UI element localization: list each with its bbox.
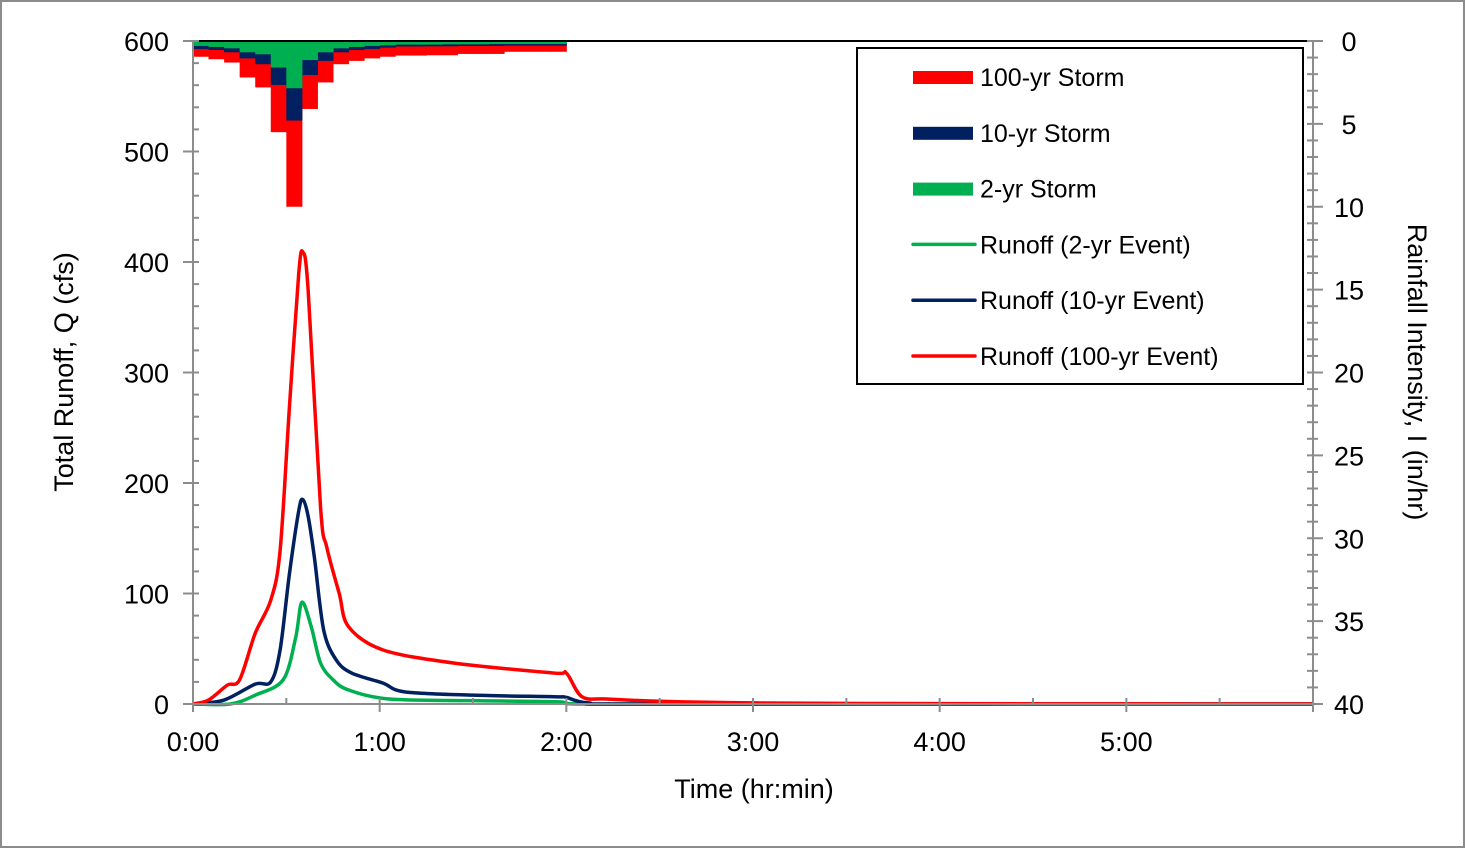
rain-bar-100-yr-storm xyxy=(519,41,536,52)
legend-label: 2-yr Storm xyxy=(980,176,1097,204)
y-tick-label: 200 xyxy=(124,469,169,499)
legend-label: 10-yr Storm xyxy=(980,120,1111,148)
y2-tick-label: 15 xyxy=(1334,276,1364,306)
rain-bar-100-yr-storm xyxy=(550,41,567,52)
rain-bar-2-yr-storm xyxy=(286,41,303,89)
axes: 0 100 200 300 400 500 600 0 5 10 15 20 25 30 35 40 0:00 1… xyxy=(124,27,1364,757)
legend-box xyxy=(856,47,1304,385)
y2-tick-label: 10 xyxy=(1334,193,1364,223)
y2-tick-label: 35 xyxy=(1334,607,1364,637)
legend-label: Runoff (10-yr Event) xyxy=(980,287,1205,315)
rain-bar-2-yr-storm xyxy=(395,41,412,45)
y2-tick-label: 30 xyxy=(1334,524,1364,554)
y-tick-label: 100 xyxy=(124,580,169,610)
rain-bar-2-yr-storm xyxy=(239,41,256,53)
rain-bar-2-yr-storm xyxy=(488,41,505,44)
x-tick-label: 0:00 xyxy=(167,727,220,757)
rain-bar-2-yr-storm xyxy=(193,41,210,46)
rain-bar-2-yr-storm xyxy=(301,41,318,61)
rain-bar-100-yr-storm xyxy=(504,41,521,52)
x-tick-label: 4:00 xyxy=(913,727,966,757)
rain-bar-2-yr-storm xyxy=(348,41,365,47)
y-axis-label: Total Runoff, Q (cfs) xyxy=(49,252,79,492)
rain-bar-2-yr-storm xyxy=(270,41,287,68)
x-axis-label: Time (hr:min) xyxy=(674,774,834,804)
y2-axis-label: Rainfall Intensity, I (in/hr) xyxy=(1402,224,1432,521)
legend-swatch xyxy=(913,182,973,196)
rain-bar-2-yr-storm xyxy=(535,41,552,44)
rain-bar-2-yr-storm xyxy=(364,41,381,46)
y-tick-label: 600 xyxy=(124,27,169,57)
rain-bar-2-yr-storm xyxy=(441,41,458,45)
legend-swatch xyxy=(913,71,973,84)
rainfall-bars xyxy=(193,41,567,207)
y-tick-label: 400 xyxy=(124,248,169,278)
rain-bar-2-yr-storm xyxy=(410,41,427,45)
y-tick-label: 300 xyxy=(124,359,169,389)
legend: 100-yr Storm 10-yr Storm 2-yr Storm Runoff … xyxy=(856,47,1304,385)
x-tick-label: 5:00 xyxy=(1100,727,1153,757)
legend-label: 100-yr Storm xyxy=(980,64,1124,92)
legend-label: Runoff (2-yr Event) xyxy=(980,231,1191,259)
rain-bar-2-yr-storm xyxy=(333,41,350,49)
y2-tick-label: 0 xyxy=(1341,27,1356,57)
rain-bar-2-yr-storm xyxy=(379,41,396,46)
rain-bar-2-yr-storm xyxy=(473,41,490,45)
rain-bar-2-yr-storm xyxy=(224,41,241,49)
legend-label: Runoff (100-yr Event) xyxy=(980,343,1219,371)
y2-tick-label: 5 xyxy=(1341,110,1356,140)
rain-bar-2-yr-storm xyxy=(255,41,272,55)
rain-bar-2-yr-storm xyxy=(519,41,536,44)
y2-tick-label: 40 xyxy=(1334,690,1364,720)
rain-bar-2-yr-storm xyxy=(317,41,334,53)
x-tick-label: 1:00 xyxy=(353,727,406,757)
rain-bar-2-yr-storm xyxy=(504,41,521,44)
legend-swatch xyxy=(913,126,973,140)
x-tick-label: 2:00 xyxy=(540,727,593,757)
y-tick-label: 0 xyxy=(154,690,169,720)
rain-bar-100-yr-storm xyxy=(535,41,552,52)
rain-bar-2-yr-storm xyxy=(208,41,225,47)
x-tick-label: 3:00 xyxy=(727,727,780,757)
rain-bar-2-yr-storm xyxy=(457,41,474,45)
y-tick-label: 500 xyxy=(124,138,169,168)
rain-bar-2-yr-storm xyxy=(550,41,567,44)
y2-tick-label: 20 xyxy=(1334,359,1364,389)
y2-tick-label: 25 xyxy=(1334,441,1364,471)
rain-bar-2-yr-storm xyxy=(426,41,443,45)
